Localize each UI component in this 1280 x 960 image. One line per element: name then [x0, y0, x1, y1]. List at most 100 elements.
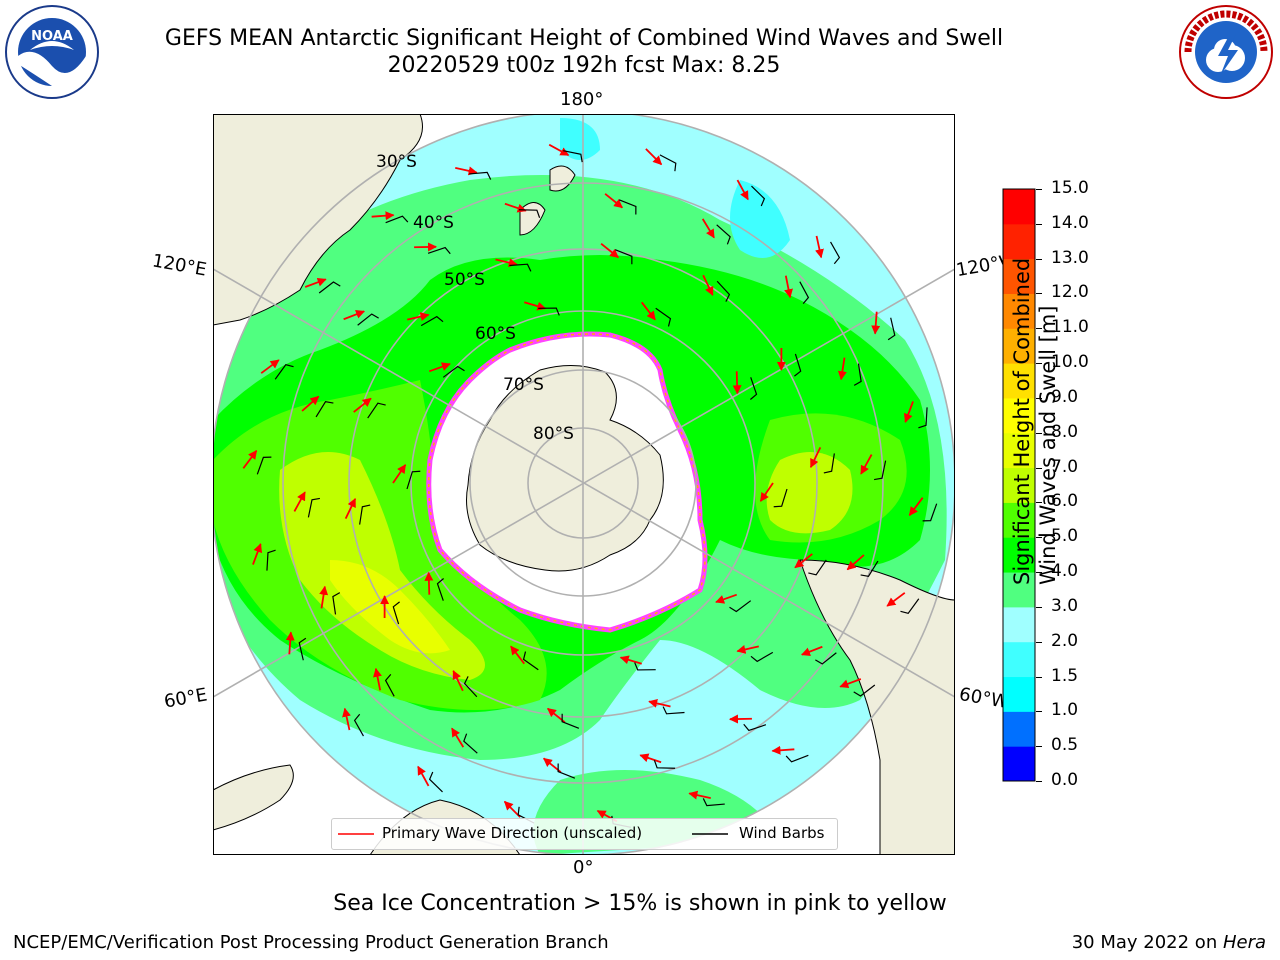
wave-arrow [701, 218, 715, 239]
colorbar [1002, 188, 1036, 782]
wind-barb [716, 280, 731, 302]
wind-barb [853, 684, 876, 697]
colorbar-band [1003, 328, 1035, 364]
wave-arrow [495, 258, 518, 268]
wind-barb [773, 488, 788, 508]
colorbar-tick-label: 5.0 [1051, 526, 1079, 547]
colorbar-tick-label: 6.0 [1051, 491, 1079, 512]
colorbar-band [1003, 502, 1035, 538]
wave-arrow [451, 727, 465, 748]
wave-arrow [860, 454, 873, 475]
wind-barb [357, 313, 379, 326]
wave-arrow [903, 401, 914, 423]
wave-arrow [353, 397, 372, 413]
wind-barb [332, 592, 341, 615]
wind-barb [463, 733, 478, 754]
colorbar-tick-mark [1036, 189, 1042, 190]
colorbar-tick-label: 2.0 [1051, 630, 1079, 651]
lat-label-80s: 80°S [533, 424, 574, 444]
footer-date: 30 May 2022 on Hera [1072, 932, 1266, 953]
wind-barb [392, 601, 400, 625]
colorbar-tick-mark [1036, 781, 1042, 782]
wind-barbs [256, 150, 938, 828]
wave-arrow [524, 301, 547, 311]
wind-barb [662, 706, 685, 715]
wave-arrow [715, 593, 738, 604]
footer-credit: NCEP/EMC/Verification Post Processing Pr… [13, 932, 609, 953]
colorbar-tick-label: 10.0 [1051, 352, 1089, 373]
colorbar-band [1003, 711, 1035, 747]
wind-barb [463, 676, 478, 698]
wind-barb [427, 246, 451, 255]
chart-subtitle: 20220529 t00z 192h fcst Max: 8.25 [387, 53, 781, 78]
wind-barb [428, 771, 443, 793]
wind-barb [442, 365, 465, 378]
wave-arrow [424, 571, 434, 595]
polar-map [213, 114, 955, 855]
wind-barb [509, 263, 532, 272]
lat-label-70s: 70°S [503, 375, 544, 395]
wave-arrow [784, 275, 793, 299]
wind-barb [318, 281, 341, 294]
wind-barb [385, 215, 409, 224]
wave-legend-label: Primary Wave Direction (unscaled) [382, 824, 643, 842]
wave-arrow [886, 592, 906, 607]
wind-barb [518, 209, 541, 218]
wind-barb [922, 503, 938, 522]
wave-arrow [342, 707, 351, 731]
wind-barb [384, 673, 395, 697]
colorbar-tick-label: 9.0 [1051, 386, 1079, 407]
wind-barb [887, 317, 896, 341]
wave-arrow [343, 310, 365, 321]
colorbar-band [1003, 641, 1035, 678]
colorbar-tick-mark [1036, 606, 1042, 608]
colorbar-band [1003, 223, 1035, 260]
map-legend: Primary Wave Direction (unscaled) Wind B… [331, 818, 838, 850]
colorbar-tick-label: 3.0 [1051, 595, 1079, 616]
colorbar-band [1003, 432, 1035, 469]
colorbar-band [1003, 606, 1035, 643]
wave-arrow [510, 645, 525, 665]
wave-arrow [736, 645, 759, 654]
sea-ice-note: Sea Ice Concentration > 15% is shown in … [333, 891, 947, 916]
lon-label-180: 180° [560, 89, 604, 110]
colorbar-tick-mark [1036, 676, 1042, 678]
colorbar-band [1003, 467, 1035, 503]
wave-arrow [455, 166, 478, 176]
wave-arrow [304, 277, 327, 288]
colorbar-tick-label: 0.5 [1051, 735, 1079, 756]
wind-barb [853, 363, 862, 386]
wind-barb [808, 559, 827, 576]
wave-arrow [759, 482, 774, 502]
wind-barb [353, 713, 364, 737]
wind-barb [751, 185, 766, 207]
wave-arrow [392, 464, 407, 484]
wave-arrow [373, 667, 382, 691]
wind-barb [307, 497, 320, 518]
wave-arrow [344, 497, 357, 519]
colorbar-band [1003, 397, 1035, 434]
wave-arrow [809, 447, 822, 469]
wind-barb [785, 754, 809, 763]
wind-barb [750, 377, 758, 400]
wind-barb [469, 171, 492, 180]
wave-arrow [641, 301, 656, 321]
lon-label-120e: 120°E [150, 250, 209, 281]
colorbar-band [1003, 363, 1035, 399]
colorbar-band [1003, 746, 1035, 782]
colorbar-band [1003, 189, 1035, 225]
wave-arrow [736, 179, 749, 201]
wind-barb [436, 578, 444, 601]
colorbar-tick-label: 0.0 [1051, 770, 1079, 790]
wind-barb [256, 456, 272, 475]
wind-barb [653, 760, 676, 769]
wave-arrow [645, 148, 663, 166]
colorbar-band [1003, 258, 1035, 294]
wave-arrow [908, 497, 924, 517]
wind-barb [315, 400, 334, 418]
wave-arrow [407, 312, 430, 321]
colorbar-tick-mark [1036, 711, 1042, 713]
wave-legend-swatch [338, 833, 374, 835]
wave-arrow [242, 449, 258, 469]
lat-label-30s: 30°S [376, 152, 417, 172]
